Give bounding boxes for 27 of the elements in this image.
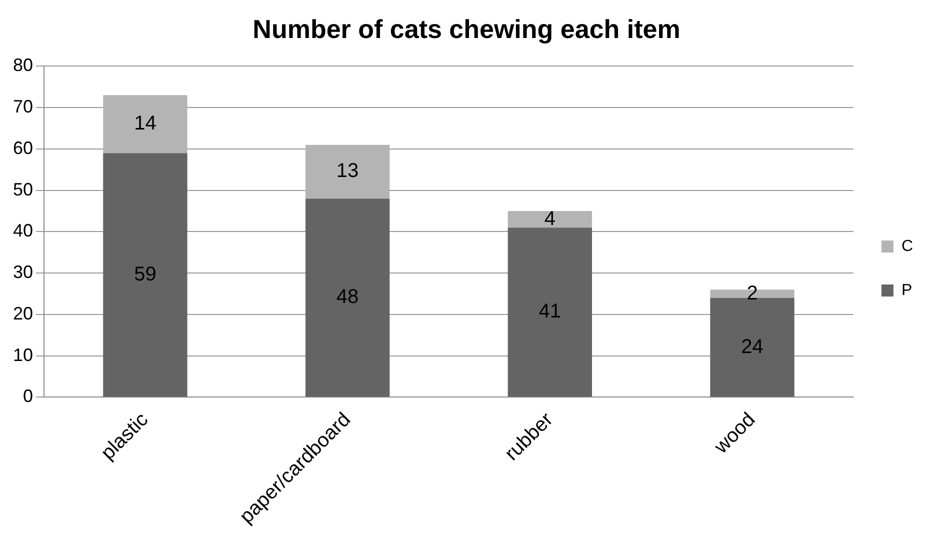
bar — [508, 228, 592, 397]
legend-label: P — [901, 282, 912, 299]
y-tick-label: 0 — [23, 386, 34, 406]
y-tick-label: 50 — [12, 179, 34, 200]
bar — [305, 144, 390, 199]
bar — [710, 298, 794, 397]
data-label: 14 — [134, 112, 156, 135]
bar — [305, 198, 390, 397]
data-label: 59 — [134, 263, 156, 286]
y-tick-label: 30 — [12, 262, 34, 282]
y-tick-label: 20 — [12, 303, 34, 324]
data-label: 2 — [746, 282, 758, 304]
legend-label: C — [901, 238, 914, 255]
data-label: 48 — [336, 286, 359, 308]
data-label: 4 — [544, 208, 556, 230]
data-label: 13 — [336, 160, 359, 182]
chart-title: Number of cats chewing each item — [252, 14, 680, 44]
y-tick-label: 70 — [12, 96, 34, 117]
y-tick-label: 10 — [12, 344, 34, 365]
bar — [508, 211, 592, 228]
y-tick-label: 40 — [12, 220, 34, 241]
y-tick-label: 60 — [12, 138, 34, 158]
data-label: 24 — [741, 336, 764, 358]
bar — [103, 153, 188, 397]
y-tick-label: 80 — [12, 55, 34, 76]
bar — [103, 95, 188, 154]
data-label: 41 — [538, 300, 562, 323]
